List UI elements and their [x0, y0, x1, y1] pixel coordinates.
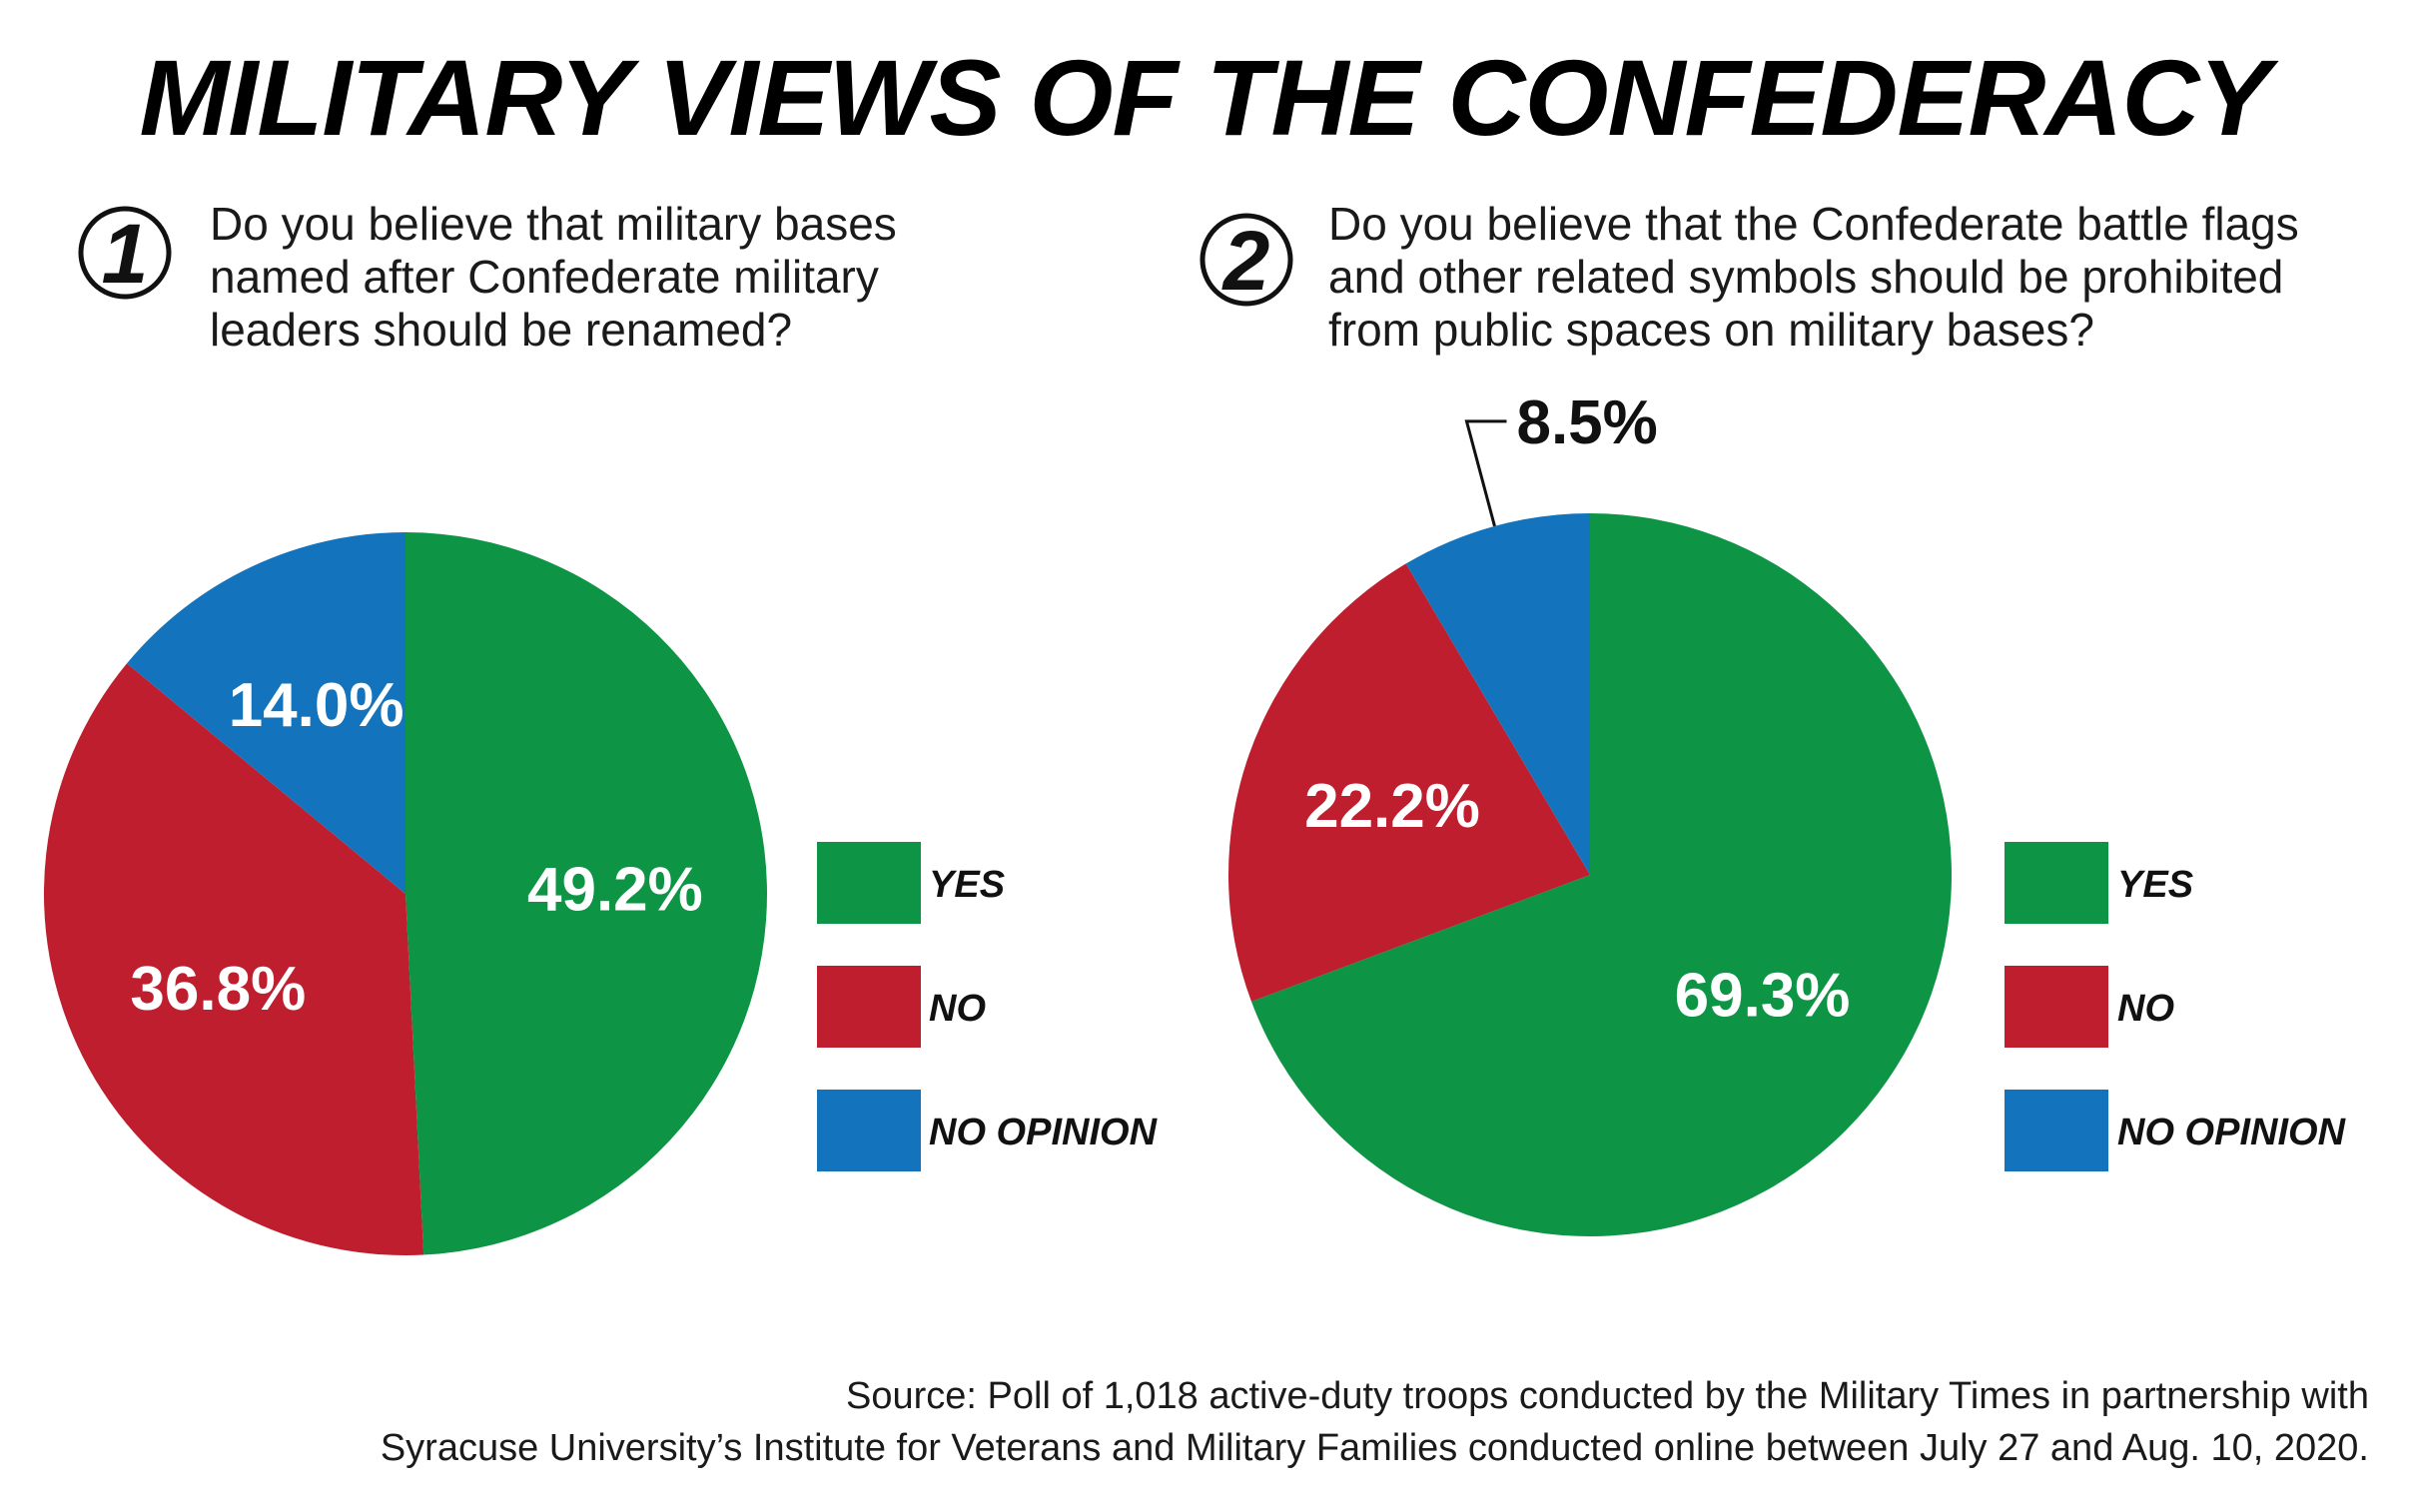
- legend-1-swatch-no: [817, 966, 921, 1048]
- legend-2-label-no: NO: [2117, 988, 2174, 1030]
- pie-1-slice-no: [43, 663, 424, 1255]
- legend-1-label-yes: YES: [929, 864, 1005, 906]
- chart-2: 2 Do you believe that the Confederate ba…: [1200, 198, 2347, 1236]
- pie-1-slice-yes: [405, 532, 767, 1255]
- page-title: MILITARY VIEWS OF THE CONFEDERACY: [139, 37, 2279, 158]
- question-2-line-1: Do you believe that the Confederate batt…: [1328, 198, 2299, 250]
- pie-2-label-no: 22.2%: [1304, 772, 1480, 841]
- source-line-1: Source: Poll of 1,018 active-duty troops…: [846, 1375, 2369, 1417]
- pie-2-label-yes: 69.3%: [1675, 962, 1851, 1031]
- legend-2-swatch-yes: [2005, 842, 2108, 924]
- pie-2-leader-line: [1464, 419, 1507, 527]
- legend-1-label-no-opinion: NO OPINION: [929, 1112, 1159, 1153]
- question-number-circle-1: [78, 206, 172, 300]
- chart-1: 1 Do you believe that military bases nam…: [43, 198, 1159, 1255]
- pie-1-slice-no-opinion: [127, 532, 405, 894]
- pie-chart-2: 69.3% 22.2% 8.5%: [1228, 388, 1953, 1236]
- legend-1: YES NO NO OPINION: [817, 842, 1159, 1171]
- pie-2-slice-no-opinion: [1405, 513, 1590, 875]
- question-number-circle-2: [1200, 213, 1293, 307]
- pie-2-slice-yes: [1250, 513, 1953, 1236]
- pie-1-label-yes: 49.2%: [527, 856, 703, 925]
- legend-2-label-no-opinion: NO OPINION: [2117, 1112, 2347, 1153]
- pie-2-label-no-opinion: 8.5%: [1516, 388, 1657, 457]
- source-line-2: Syracuse University’s Institute for Vete…: [381, 1427, 2369, 1469]
- question-number-badge-1: 1: [78, 206, 172, 301]
- question-number-1: 1: [102, 207, 149, 301]
- legend-2-swatch-no: [2005, 966, 2108, 1048]
- question-1-line-2: named after Confederate military: [210, 251, 879, 303]
- legend-1-swatch-no-opinion: [817, 1090, 921, 1171]
- pie-chart-1: 49.2% 36.8% 14.0%: [43, 532, 767, 1255]
- question-2-line-3: from public spaces on military bases?: [1328, 304, 2094, 356]
- legend-1-label-no: NO: [929, 988, 986, 1030]
- legend-1-swatch-yes: [817, 842, 921, 924]
- pie-2-slice-no: [1228, 563, 1590, 1002]
- question-1-line-1: Do you believe that military bases: [210, 198, 897, 250]
- pie-1-label-no: 36.8%: [130, 955, 306, 1024]
- legend-2-swatch-no-opinion: [2005, 1090, 2108, 1171]
- question-number-badge-2: 2: [1200, 213, 1293, 308]
- question-1-line-3: leaders should be renamed?: [210, 304, 792, 356]
- question-2-line-2: and other related symbols should be proh…: [1328, 251, 2283, 303]
- pie-1-label-no-opinion: 14.0%: [229, 671, 404, 740]
- legend-2: YES NO NO OPINION: [2005, 842, 2347, 1171]
- question-number-2: 2: [1221, 214, 1270, 308]
- legend-2-label-yes: YES: [2117, 864, 2193, 906]
